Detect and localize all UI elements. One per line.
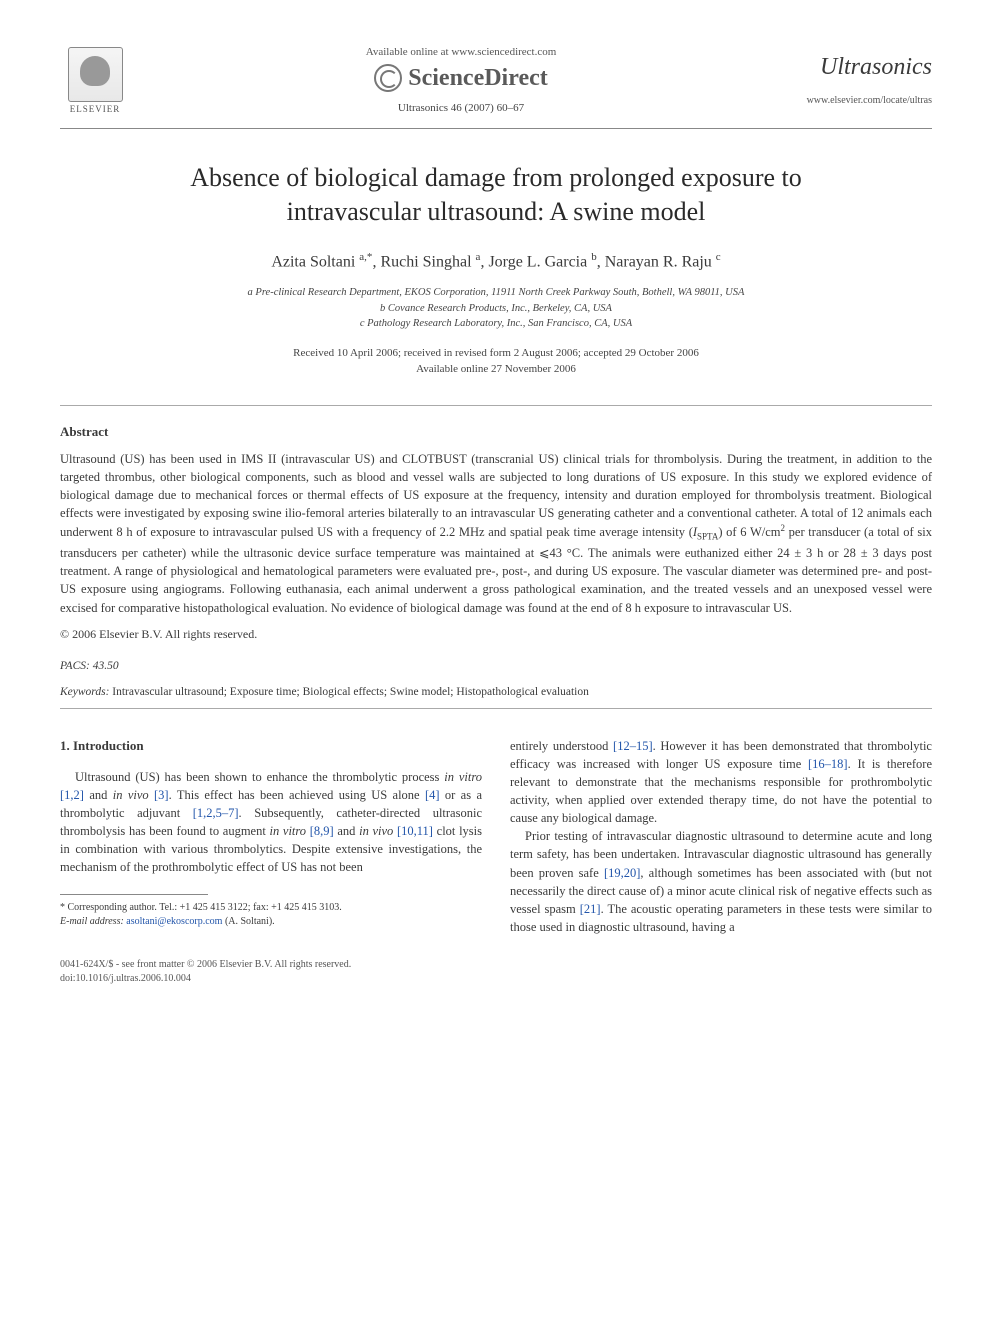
affiliation-a: a Pre-clinical Research Department, EKOS… xyxy=(60,285,932,301)
pacs-label: PACS: xyxy=(60,660,90,672)
authors-line: Azita Soltani a,*, Ruchi Singhal a, Jorg… xyxy=(60,251,932,271)
post-keywords-rule xyxy=(60,708,932,709)
journal-name: Ultrasonics xyxy=(792,54,932,81)
elsevier-logo: ELSEVIER xyxy=(60,40,130,120)
article-title: Absence of biological damage from prolon… xyxy=(60,161,932,229)
sciencedirect-row: ScienceDirect xyxy=(130,64,792,92)
dates-available: Available online 27 November 2006 xyxy=(60,362,932,377)
journal-logo-block: Ultrasonics www.elsevier.com/locate/ultr… xyxy=(792,54,932,106)
intro-heading: 1. Introduction xyxy=(60,737,482,756)
copyright-line: © 2006 Elsevier B.V. All rights reserved… xyxy=(60,627,932,642)
journal-url: www.elsevier.com/locate/ultras xyxy=(792,95,932,106)
keywords-label: Keywords: xyxy=(60,686,109,698)
affiliation-b: b Covance Research Products, Inc., Berke… xyxy=(60,301,932,317)
journal-reference: Ultrasonics 46 (2007) 60–67 xyxy=(130,102,792,114)
page-footer: 0041-624X/$ - see front matter © 2006 El… xyxy=(60,958,932,986)
footnote-rule xyxy=(60,894,208,895)
title-line-1: Absence of biological damage from prolon… xyxy=(190,163,802,192)
abstract-body: Ultrasound (US) has been used in IMS II … xyxy=(60,450,932,617)
available-online-text: Available online at www.sciencedirect.co… xyxy=(130,46,792,58)
left-column: 1. Introduction Ultrasound (US) has been… xyxy=(60,737,482,936)
abstract-heading: Abstract xyxy=(60,424,932,440)
sciencedirect-wordmark: ScienceDirect xyxy=(408,65,548,92)
sciencedirect-swirl-icon xyxy=(374,64,402,92)
footer-doi: doi:10.1016/j.ultras.2006.10.004 xyxy=(60,972,932,986)
affiliations: a Pre-clinical Research Department, EKOS… xyxy=(60,285,932,332)
footer-front-matter: 0041-624X/$ - see front matter © 2006 El… xyxy=(60,958,932,972)
article-dates: Received 10 April 2006; received in revi… xyxy=(60,346,932,377)
affiliation-c: c Pathology Research Laboratory, Inc., S… xyxy=(60,316,932,332)
footnote-corr: * Corresponding author. Tel.: +1 425 415… xyxy=(60,901,482,915)
pacs-line: PACS: 43.50 xyxy=(60,660,932,672)
center-header: Available online at www.sciencedirect.co… xyxy=(130,46,792,114)
body-columns: 1. Introduction Ultrasound (US) has been… xyxy=(60,737,932,936)
page-header: ELSEVIER Available online at www.science… xyxy=(60,40,932,120)
elsevier-tree-icon xyxy=(68,47,123,102)
intro-para-left: Ultrasound (US) has been shown to enhanc… xyxy=(60,768,482,877)
keywords-value: Intravascular ultrasound; Exposure time;… xyxy=(112,686,589,698)
header-rule xyxy=(60,128,932,129)
footnote-email-name: (A. Soltani). xyxy=(225,916,275,927)
keywords-line: Keywords: Intravascular ultrasound; Expo… xyxy=(60,686,932,698)
right-column: entirely understood [12–15]. However it … xyxy=(510,737,932,936)
title-line-2: intravascular ultrasound: A swine model xyxy=(287,197,706,226)
dates-received: Received 10 April 2006; received in revi… xyxy=(60,346,932,361)
elsevier-label: ELSEVIER xyxy=(70,104,121,114)
pacs-value: 43.50 xyxy=(93,660,119,672)
footnote-email-label: E-mail address: xyxy=(60,916,124,927)
intro-para-right-2: Prior testing of intravascular diagnosti… xyxy=(510,827,932,936)
footnote-email[interactable]: asoltani@ekoscorp.com xyxy=(126,916,222,927)
pre-abstract-rule xyxy=(60,405,932,406)
corresponding-author-footnote: * Corresponding author. Tel.: +1 425 415… xyxy=(60,901,482,929)
footnote-email-line: E-mail address: asoltani@ekoscorp.com (A… xyxy=(60,915,482,929)
intro-para-right-1: entirely understood [12–15]. However it … xyxy=(510,737,932,828)
